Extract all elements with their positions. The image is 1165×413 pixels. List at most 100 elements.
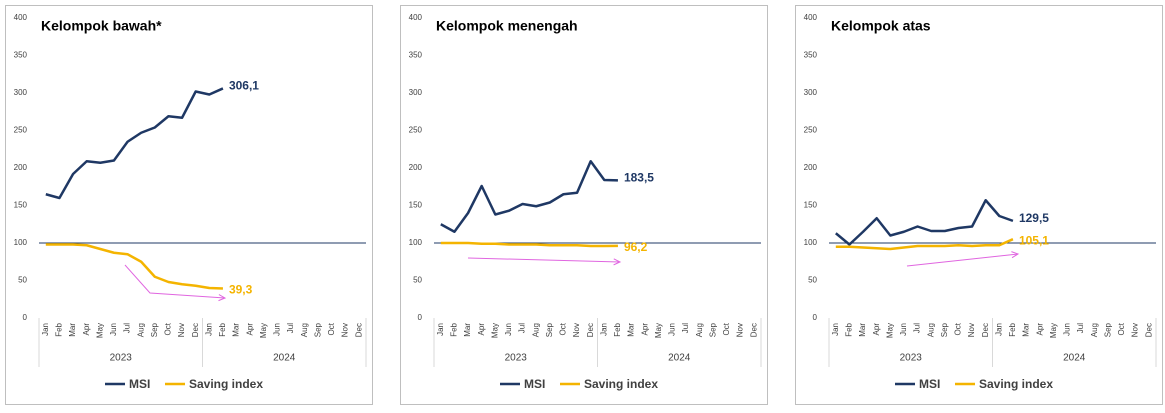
x-tick-label: Feb [1008, 322, 1017, 336]
x-tick-label: Jan [831, 323, 840, 336]
x-tick-label: Apr [82, 323, 91, 336]
x-tick-label: Sep [940, 322, 949, 337]
x-tick-label: Sep [708, 322, 717, 337]
chart-title: Kelompok bawah* [41, 18, 162, 34]
x-tick-label: Jun [273, 323, 282, 336]
x-tick-label: Mar [1022, 323, 1031, 337]
y-tick-label: 300 [14, 88, 28, 97]
x-tick-label: Jan [41, 323, 50, 336]
x-tick-label: Oct [954, 322, 963, 335]
x-tick-label: Feb [613, 322, 622, 336]
x-tick-label: Jun [504, 323, 513, 336]
x-tick-label: Oct [327, 322, 336, 335]
x-tick-label: Sep [545, 322, 554, 337]
x-tick-label: Aug [136, 323, 145, 337]
x-tick-label: Jul [913, 323, 922, 333]
y-tick-label: 150 [14, 201, 28, 210]
panel-border [795, 5, 1163, 405]
x-tick-label: Jul [681, 323, 690, 333]
chart-title: Kelompok menengah [436, 18, 578, 34]
y-tick-label: 50 [18, 276, 27, 285]
value-label: 39,3 [229, 283, 253, 297]
x-group-label: 2024 [668, 353, 691, 364]
legend-label: Saving index [584, 377, 658, 391]
chart-panel: 0 50 100 150 200 250 300 350 400 Kelompok atas Jan… [795, 5, 1163, 405]
x-tick-label: Aug [695, 323, 704, 337]
x-group-label: 2024 [1063, 353, 1086, 364]
x-tick-label: May [654, 323, 663, 338]
x-tick-label: Jun [1063, 323, 1072, 336]
y-tick-label: 400 [804, 13, 818, 22]
series-line [835, 199, 1014, 246]
y-tick-label: 350 [804, 51, 818, 60]
chart-panel: 0 50 100 150 200 250 300 350 400 Kelompok menenga… [400, 5, 768, 405]
y-tick-label: 50 [413, 276, 422, 285]
x-tick-label: Jul [286, 323, 295, 333]
x-tick-label: May [95, 323, 104, 338]
panel-border [400, 5, 768, 405]
x-tick-label: Mar [232, 323, 241, 337]
value-label: 306,1 [229, 79, 259, 93]
x-tick-label: Dec [354, 323, 363, 337]
legend-label: Saving index [189, 377, 263, 391]
legend-label: MSI [129, 377, 150, 391]
x-tick-label: Feb [845, 322, 854, 336]
x-tick-label: May [1049, 323, 1058, 338]
value-label: 105,1 [1019, 233, 1049, 247]
x-tick-label: Aug [1090, 323, 1099, 337]
x-tick-label: Sep [1103, 322, 1112, 337]
x-tick-label: Mar [68, 323, 77, 337]
y-tick-label: 300 [804, 88, 818, 97]
y-tick-label: 400 [14, 13, 28, 22]
x-tick-label: Nov [736, 323, 745, 337]
series-line [835, 238, 1014, 251]
x-tick-label: Jun [109, 323, 118, 336]
x-tick-label: Nov [177, 323, 186, 337]
x-tick-label: Dec [586, 323, 595, 337]
x-group-label: 2024 [273, 353, 296, 364]
x-group-label: 2023 [505, 353, 528, 364]
x-tick-label: Apr [477, 323, 486, 336]
x-tick-label: Oct [559, 322, 568, 335]
y-tick-label: 150 [804, 201, 818, 210]
value-label: 96,2 [624, 240, 648, 254]
x-tick-label: Aug [531, 323, 540, 337]
x-tick-label: Dec [191, 323, 200, 337]
y-tick-label: 350 [409, 51, 423, 60]
x-tick-label: Dec [981, 323, 990, 337]
x-tick-label: Jul [1076, 323, 1085, 333]
x-tick-label: Jun [668, 323, 677, 336]
legend-label: Saving index [979, 377, 1053, 391]
x-tick-label: Jan [994, 323, 1003, 336]
x-tick-label: Mar [463, 323, 472, 337]
trend-arrow-head [218, 294, 227, 302]
y-tick-label: 200 [409, 163, 423, 172]
x-tick-label: Aug [300, 323, 309, 337]
chart-panel: 0 50 100 150 200 250 300 350 400 Kelompok bawah* J… [5, 5, 373, 405]
x-tick-label: Aug [926, 323, 935, 337]
series-line [440, 160, 618, 233]
x-tick-label: May [885, 323, 894, 338]
y-tick-label: 0 [813, 313, 818, 322]
legend-label: MSI [524, 377, 545, 391]
trend-arrow-head [1011, 251, 1020, 259]
x-tick-label: Jan [204, 323, 213, 336]
x-tick-label: Nov [1131, 323, 1140, 337]
x-tick-label: Sep [313, 322, 322, 337]
x-tick-label: Sep [150, 322, 159, 337]
x-tick-label: Apr [245, 323, 254, 336]
series-line [440, 241, 618, 248]
x-tick-label: May [490, 323, 499, 338]
x-tick-label: Apr [640, 323, 649, 336]
x-tick-label: Jun [899, 323, 908, 336]
x-group-label: 2023 [900, 353, 923, 364]
x-group-label: 2023 [110, 353, 133, 364]
y-tick-label: 200 [14, 163, 28, 172]
y-tick-label: 0 [418, 313, 423, 322]
x-tick-label: Dec [749, 323, 758, 337]
x-tick-label: Dec [1144, 323, 1153, 337]
x-tick-label: Apr [872, 323, 881, 336]
trend-arrow [124, 264, 226, 299]
series-line [45, 243, 223, 290]
